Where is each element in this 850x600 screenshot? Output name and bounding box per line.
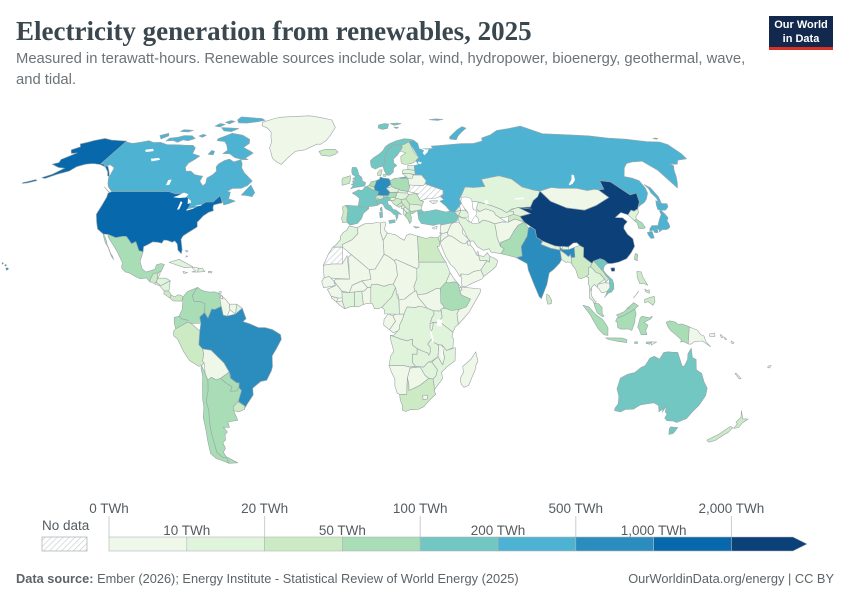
svg-text:20 TWh: 20 TWh — [241, 501, 288, 516]
svg-text:1,000 TWh: 1,000 TWh — [621, 523, 687, 538]
svg-text:2,000 TWh: 2,000 TWh — [699, 501, 765, 516]
svg-text:100 TWh: 100 TWh — [393, 501, 448, 516]
svg-text:0 TWh: 0 TWh — [89, 501, 129, 516]
svg-text:200 TWh: 200 TWh — [471, 523, 526, 538]
svg-text:50 TWh: 50 TWh — [319, 523, 366, 538]
svg-text:10 TWh: 10 TWh — [163, 523, 210, 538]
svg-text:No data: No data — [42, 518, 90, 533]
svg-text:500 TWh: 500 TWh — [549, 501, 604, 516]
